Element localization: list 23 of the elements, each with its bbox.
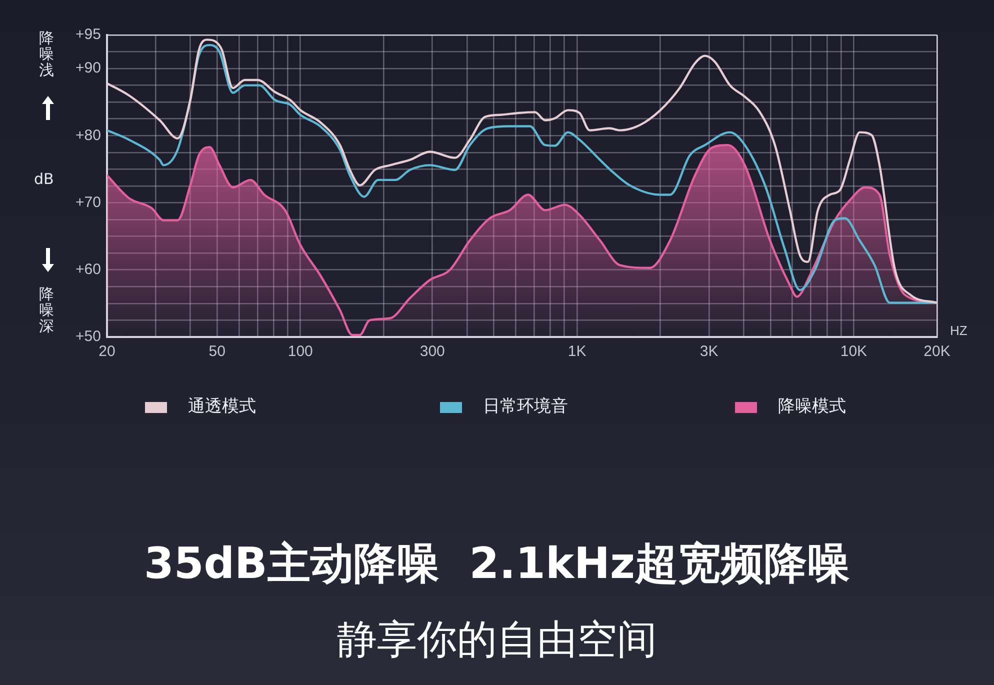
y-axis-title: dB (34, 170, 54, 188)
legend-label: 通透模式 (188, 396, 256, 416)
x-axis-title: HZ (950, 323, 968, 338)
y-tick-label: +80 (76, 126, 101, 144)
legend-label: 降噪模式 (778, 396, 846, 416)
text: 35dB主动降噪 2.1kHz超宽频降噪 (142, 538, 852, 591)
x-tick-label: 10K (840, 343, 868, 360)
y-tick-label: +50 (76, 328, 101, 346)
text: 静享你的自由空间 (336, 616, 658, 665)
x-tick-label: 1K (568, 343, 586, 360)
x-tick-label: 3K (700, 343, 718, 360)
y-tick-label: +95 (76, 26, 101, 44)
x-tick-label: 50 (208, 343, 226, 360)
x-tick-label: 20K (924, 343, 950, 360)
x-tick-label: 20 (98, 343, 116, 360)
x-tick-label: 100 (288, 343, 313, 360)
y-tick-label: +60 (76, 261, 101, 278)
text: 降噪浅 (39, 29, 55, 79)
text: 降噪深 (39, 285, 55, 335)
y-tick-label: +90 (76, 60, 101, 77)
x-tick-label: 300 (420, 343, 445, 360)
legend-label: 日常环境音 (483, 396, 568, 416)
y-tick-label: +70 (76, 194, 101, 211)
